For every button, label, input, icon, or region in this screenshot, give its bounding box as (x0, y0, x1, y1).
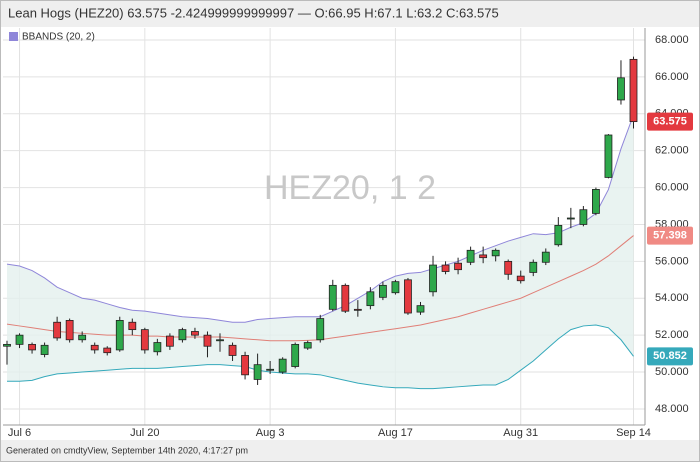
candle-body (291, 343, 300, 367)
candle-body (241, 355, 249, 376)
candle-body (592, 189, 600, 214)
candle-body (53, 321, 62, 339)
watermark: HEZ20, 1 2 (264, 169, 436, 207)
candle-body (429, 264, 437, 293)
footer-bar (1, 440, 699, 461)
band-lower (7, 324, 634, 390)
candle-body (178, 329, 187, 341)
candle-body (216, 339, 224, 342)
candle-body (65, 320, 74, 341)
y-tick-label: 60.000 (655, 181, 689, 193)
candle-body (128, 321, 137, 331)
candle-body (328, 284, 337, 310)
candle-body (378, 284, 387, 298)
candle-body (278, 358, 287, 373)
candle-body (191, 331, 199, 336)
x-tick-label: Aug 17 (378, 427, 413, 439)
candle-body (28, 343, 36, 351)
candle-body (203, 334, 212, 347)
band-fill (7, 114, 634, 389)
candle-body (253, 364, 262, 380)
candle-body (504, 260, 513, 275)
y-tick-label: 62.000 (655, 145, 689, 157)
candle-body (516, 275, 525, 282)
candle-body (153, 342, 162, 353)
chart-title: Lean Hogs (HEZ20) 63.575 -2.424999999999… (8, 5, 499, 20)
candle-body (566, 217, 575, 220)
legend-label: BBANDS (20, 2) (22, 32, 95, 43)
y-tick-label: 56.000 (655, 255, 689, 267)
plot: HEZ20, 1 2 (3, 28, 646, 426)
candle-body (454, 262, 462, 271)
price-tag-label: 63.575 (653, 116, 687, 128)
x-tick-label: Aug 3 (256, 427, 285, 439)
candle-body (15, 334, 24, 345)
y-tick-label: 52.000 (655, 329, 689, 341)
candle-body (140, 329, 149, 351)
header-bar (1, 1, 699, 27)
price-tag (647, 226, 693, 245)
candle-body (115, 320, 124, 351)
footer: Generated on cmdtyView, September 14th 2… (6, 445, 248, 455)
candle-body (529, 261, 538, 273)
candle-body (441, 264, 450, 272)
y-tick-label: 68.000 (655, 34, 689, 46)
y-tick-label: 54.000 (655, 292, 689, 304)
candle-body (40, 344, 49, 355)
x-tick-label: Aug 31 (503, 427, 538, 439)
x-tick-label: Sep 14 (616, 427, 651, 439)
candle-body (341, 284, 350, 312)
candle-body (228, 344, 237, 356)
x-tick-label: Jul 6 (8, 427, 31, 439)
candle-body (266, 368, 275, 371)
candle-body (541, 251, 550, 263)
candle-body (316, 318, 325, 341)
candle-body (78, 334, 87, 341)
price-tag-label: 50.852 (653, 350, 687, 362)
candle-body (165, 335, 174, 347)
candle-body (579, 209, 588, 225)
candle-body (391, 281, 400, 294)
price-tag (647, 347, 693, 366)
y-tick-label: 66.000 (655, 71, 689, 83)
candle-body (353, 308, 362, 311)
candle-body (554, 224, 563, 246)
candle-body (416, 305, 425, 313)
candle-body (629, 58, 638, 123)
candle-body (479, 254, 488, 259)
candle-body (404, 279, 412, 314)
candle-body (491, 249, 500, 257)
price-tag (647, 112, 693, 131)
candle-body (617, 77, 625, 101)
candle-body (604, 134, 613, 178)
candle-body (303, 342, 312, 349)
candle-body (366, 291, 375, 307)
price-tag-label: 57.398 (653, 229, 687, 241)
y-tick-label: 48.000 (655, 403, 689, 415)
x-tick-label: Jul 20 (130, 427, 159, 439)
legend-swatch (9, 32, 18, 41)
candle-body (466, 249, 475, 263)
candle-body (3, 343, 11, 347)
y-tick-label: 50.000 (655, 366, 689, 378)
candle-body (90, 344, 99, 351)
candle-body (103, 347, 112, 354)
